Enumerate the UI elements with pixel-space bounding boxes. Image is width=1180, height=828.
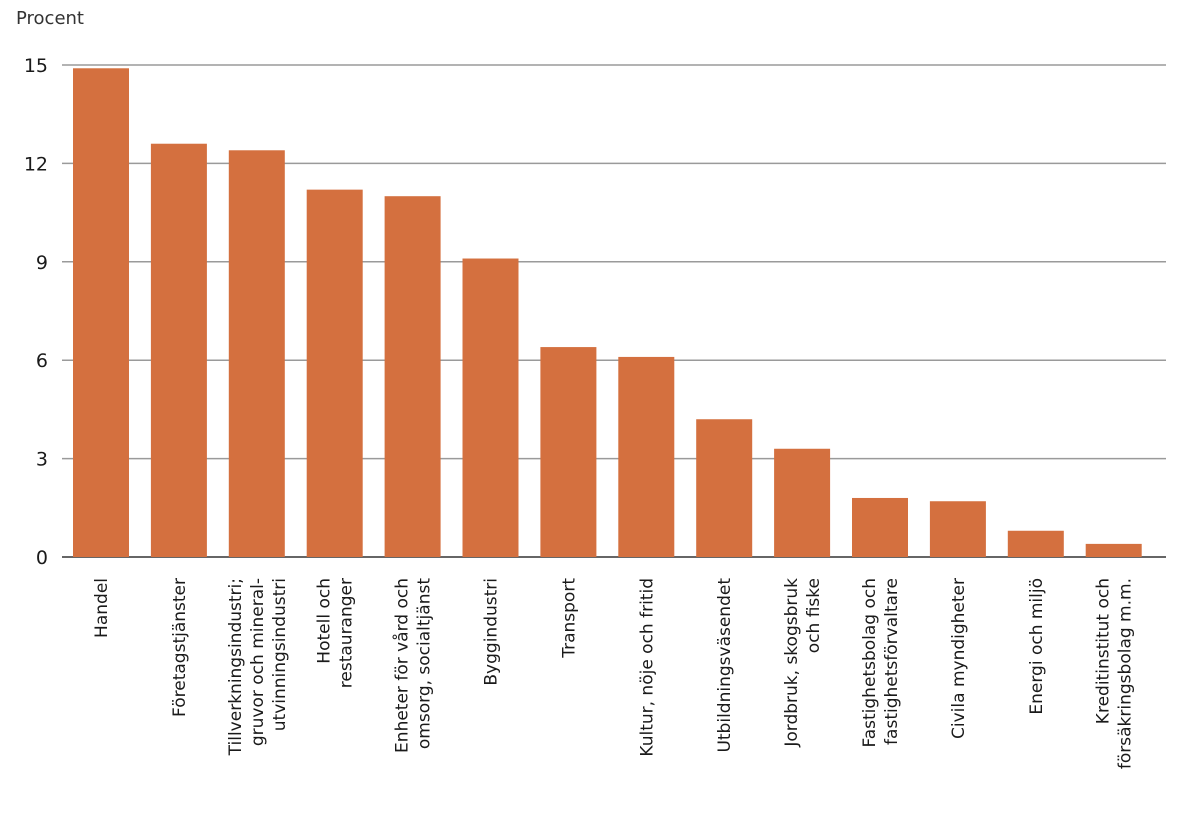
category-label: Handel [92,578,112,638]
category-label-line: Kreditinstitut och [1094,578,1114,724]
bar [852,497,908,557]
category-label: Byggindustri [482,578,502,686]
category-label: Jordbruk, skogsbruk och fiske [782,578,824,748]
category-label-line: Handel [92,578,112,638]
category-label: Hotell och restauranger [315,578,357,688]
category-label-line: Enheter för vård och [392,578,413,753]
category-label-line: Tillverkningsindustri; [226,578,246,756]
y-tick-label: 15 [24,55,48,77]
category-label: Fastighetsbolag och fastighetsförvaltare [860,578,902,747]
category-label-line: Kultur, nöje och fritid [637,578,657,757]
y-tick-label: 0 [36,547,48,569]
category-label: Enheter för vård och omsorg, socialtjänst [392,578,435,753]
category-label-line: försäkringsbolag m.m. [1116,578,1136,769]
category-label-line: omsorg, socialtjänst [415,578,435,749]
category-label: Civila myndigheter [949,578,969,739]
bar [1007,530,1064,557]
category-label-line: Transport [559,578,579,659]
y-axis-unit-label: Procent [16,8,84,29]
bar [618,356,675,557]
category-label-line: Fastighetsbolag och [860,578,880,747]
category-label-line: restauranger [337,578,357,688]
bar [929,501,986,557]
bar [540,347,597,557]
bar [1085,543,1142,557]
bar [696,419,753,557]
y-axis-ticks: 0 3 6 9 12 15 [24,55,48,569]
category-label-line: Jordbruk, skogsbruk [782,578,802,748]
category-label: Företagstjänster [170,578,190,717]
bar [384,196,441,557]
category-label: Kultur, nöje och fritid [637,578,657,757]
y-tick-label: 3 [36,449,48,471]
category-label: Utbildningsväsendet [715,578,735,753]
bar [150,143,207,557]
y-tick-label: 9 [36,252,48,274]
bar [462,258,519,557]
category-label-line: och fiske [804,578,824,653]
category-label-line: Hotell och [315,578,335,664]
category-label-line: utvinningsindustri [270,578,290,731]
y-tick-label: 6 [36,350,48,372]
category-label-line: Byggindustri [482,578,502,686]
category-label-line: gruvor och mineral- [248,578,268,746]
bar [228,150,285,557]
category-label-line: Civila myndigheter [949,578,969,739]
category-label-line: Företagstjänster [170,578,190,717]
category-labels: Handel Företagstjänster Tillverkningsindus… [92,578,1136,769]
category-label: Tillverkningsindustri; gruvor och mineral… [226,578,290,756]
category-label: Transport [559,578,579,659]
category-label: Energi och miljö [1027,578,1047,715]
bars [73,68,1142,557]
bar [306,189,363,557]
bar [774,448,831,557]
category-label-line: fastighetsförvaltare [882,578,902,745]
category-label-line: Utbildningsväsendet [715,578,735,753]
y-tick-label: 12 [24,153,48,175]
gridlines [62,64,1166,558]
category-label: Kreditinstitut och försäkringsbolag m.m. [1094,578,1136,769]
category-label-line: Energi och miljö [1027,578,1047,715]
bar [73,68,129,557]
